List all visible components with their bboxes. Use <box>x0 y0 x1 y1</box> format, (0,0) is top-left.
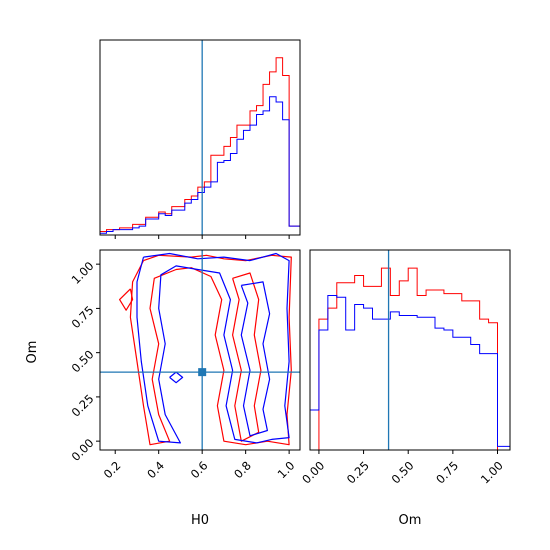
contour-ytick-label: 1.00 <box>69 259 97 287</box>
contour-ytick-label: 0.50 <box>69 347 97 375</box>
contour-blue-line <box>136 252 290 444</box>
hist-om-xtick-label: 0.00 <box>299 458 327 486</box>
contour-blue-line <box>169 371 184 384</box>
hist-om-xtick-label: 0.75 <box>433 458 461 486</box>
contour-red-line <box>119 288 134 311</box>
hist-om-xtick-label: 1.00 <box>478 458 506 486</box>
truth-marker <box>198 368 207 377</box>
contour-ytick-label: 0.75 <box>69 303 97 331</box>
contour-ytick-label: 0.00 <box>69 436 97 464</box>
x-axis-label-h0: H0 <box>191 513 209 528</box>
contour-h0-om-panel: 0.2 0.4 0.6 0.8 1.0 0.00 0.25 0.50 0.75 1.00 <box>69 249 301 481</box>
histogram-h0-frame <box>99 39 301 236</box>
histogram-red-step-line <box>310 267 510 451</box>
contour-blue-line <box>240 281 271 437</box>
histogram-blue-step-line <box>309 294 511 450</box>
contour-red-line <box>129 254 292 446</box>
contour-xtick-label: 0.4 <box>144 458 167 481</box>
x-axis-label-om: Om <box>399 513 422 528</box>
contour-xtick-label: 0.6 <box>188 458 211 481</box>
contour-xtick-label: 1.0 <box>275 458 298 481</box>
contour-lines-group <box>100 250 300 450</box>
histogram-h0-panel <box>99 39 301 239</box>
histogram-blue-step-line <box>99 96 301 235</box>
histogram-om-panel: 0.00 0.25 0.50 0.75 1.00 <box>299 249 511 486</box>
contour-ytick-label: 0.25 <box>69 392 97 420</box>
histogram-om-frame <box>309 249 511 451</box>
contour-xtick-label: 0.2 <box>101 458 124 481</box>
hist-om-xtick-label: 0.25 <box>344 458 372 486</box>
histogram-red-step-line <box>99 57 301 235</box>
y-axis-label-om: Om <box>25 341 40 364</box>
hist-om-xtick-label: 0.50 <box>389 458 417 486</box>
contour-frame <box>99 249 301 451</box>
contour-xtick-label: 0.8 <box>231 458 254 481</box>
contour-red-line <box>232 272 262 442</box>
